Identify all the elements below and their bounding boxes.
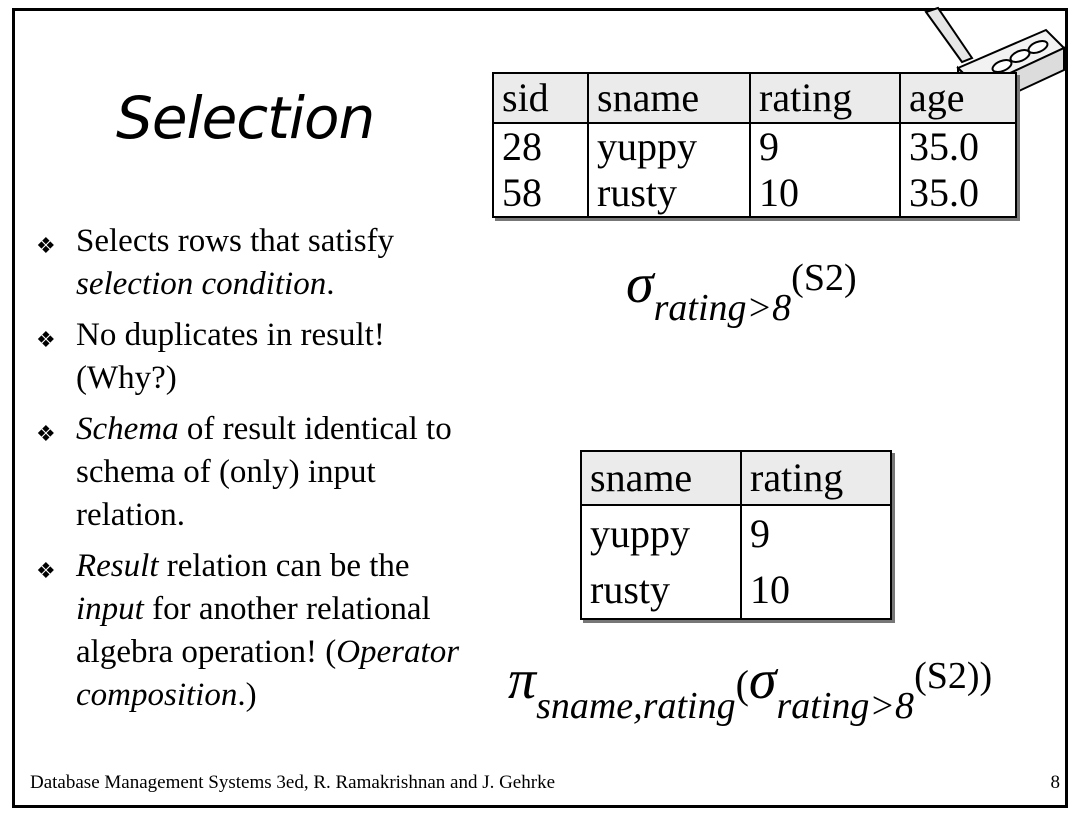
table-cell: rusty bbox=[587, 170, 750, 217]
bullet-list: ❖ Selects rows that satisfy selection con… bbox=[36, 220, 476, 725]
table-cell: 35.0 bbox=[899, 170, 1016, 217]
column-header: sname bbox=[587, 73, 750, 124]
table-header-row: sid sname rating age bbox=[493, 73, 1016, 124]
bullet-emphasis: Operator composition bbox=[76, 634, 460, 713]
table-row: yuppy 9 bbox=[581, 505, 891, 562]
column-header: age bbox=[899, 73, 1016, 124]
table-row: rusty 10 bbox=[581, 562, 891, 619]
table-cell: rusty bbox=[590, 567, 670, 612]
selection-condition: rating>8 bbox=[653, 287, 792, 329]
bullet-emphasis: selection condition bbox=[76, 266, 327, 302]
open-paren: ( bbox=[735, 662, 749, 707]
bullet-item: ❖ Schema of result identical to schema of… bbox=[36, 408, 476, 537]
pi-symbol: π bbox=[508, 649, 537, 711]
bullet-diamond-icon: ❖ bbox=[36, 558, 56, 583]
table-cell: 9 bbox=[740, 505, 891, 562]
bullet-text: Selects rows that satisfy bbox=[76, 223, 395, 259]
column-header: rating bbox=[740, 451, 891, 506]
table-row: 28 yuppy 9 35.0 bbox=[493, 123, 1016, 170]
bullet-emphasis: Schema bbox=[76, 411, 179, 447]
slide-title: Selection bbox=[116, 84, 375, 152]
table-header-row: sname rating bbox=[581, 451, 891, 506]
projected-result-table: sname rating yuppy 9 rusty 10 bbox=[580, 450, 892, 620]
footer-citation: Database Management Systems 3ed, R. Rama… bbox=[30, 772, 556, 793]
relation-s2-selected-table: sid sname rating age 28 yuppy 9 35.0 58 … bbox=[492, 72, 1017, 218]
bullet-emphasis: input bbox=[76, 591, 144, 627]
column-header: sname bbox=[581, 451, 741, 506]
table-cell: 9 bbox=[749, 123, 900, 170]
selection-expression: σrating>8(S2) bbox=[626, 252, 857, 329]
bullet-text: of result identical to schema of (only) … bbox=[76, 411, 452, 533]
projection-attributes: sname,rating bbox=[536, 685, 736, 727]
bullet-text: relation can be the bbox=[158, 548, 410, 584]
bullet-text: for another relational algebra operation… bbox=[76, 591, 431, 670]
bullet-item: ❖ Result relation can be the input for an… bbox=[36, 545, 476, 717]
relation-argument: (S2)) bbox=[914, 655, 993, 697]
column-header: sid bbox=[493, 73, 588, 124]
bullet-item: ❖ Selects rows that satisfy selection con… bbox=[36, 220, 476, 306]
relation-argument: (S2) bbox=[791, 257, 857, 299]
projection-expression: πsname,rating(σrating>8(S2)) bbox=[508, 648, 993, 727]
bullet-emphasis: Result bbox=[76, 548, 159, 584]
bullet-text: .) bbox=[237, 677, 257, 713]
table-cell: yuppy bbox=[587, 123, 750, 170]
selection-condition: rating>8 bbox=[776, 685, 915, 727]
bullet-diamond-icon: ❖ bbox=[36, 233, 56, 258]
page-number: 8 bbox=[1050, 772, 1061, 793]
bullet-text: . bbox=[326, 266, 335, 302]
bullet-diamond-icon: ❖ bbox=[36, 327, 56, 352]
table-cell: 58 bbox=[502, 170, 542, 215]
bullet-diamond-icon: ❖ bbox=[36, 421, 56, 446]
bullet-item: ❖ No duplicates in result! (Why?) bbox=[36, 314, 476, 400]
sigma-symbol: σ bbox=[626, 253, 654, 315]
table-row: 58 rusty 10 35.0 bbox=[493, 170, 1016, 217]
table-cell: yuppy bbox=[590, 511, 690, 556]
table-cell: 28 bbox=[502, 124, 542, 169]
table-cell: 10 bbox=[740, 562, 891, 619]
table-cell: 10 bbox=[749, 170, 900, 217]
column-header: rating bbox=[749, 73, 900, 124]
sigma-symbol: σ bbox=[748, 649, 777, 711]
table-cell: 35.0 bbox=[899, 123, 1016, 170]
bullet-text: No duplicates in result! (Why?) bbox=[76, 317, 385, 396]
